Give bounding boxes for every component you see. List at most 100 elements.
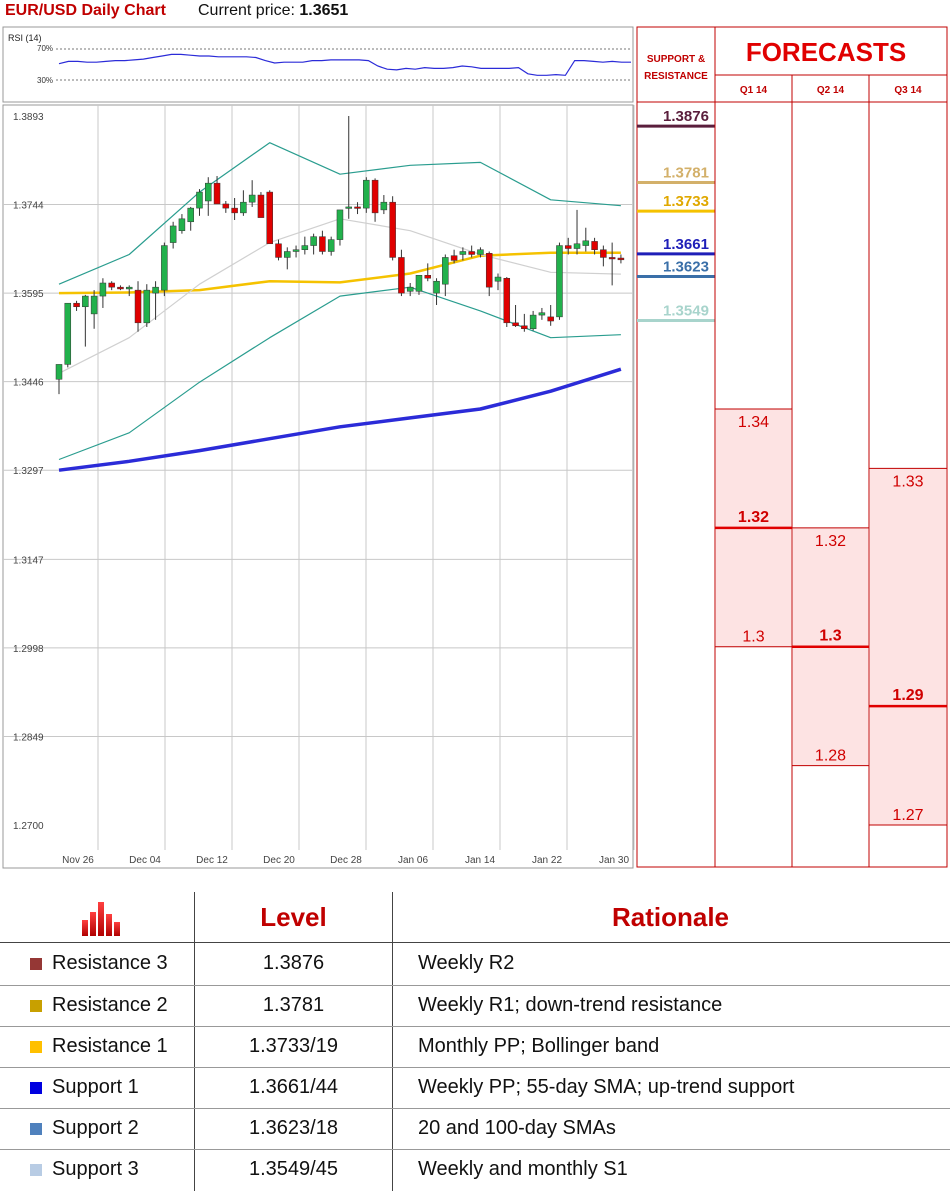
x-tick-label: Dec 20: [263, 855, 295, 866]
level-rationale: Monthly PP; Bollinger band: [418, 1035, 660, 1057]
fc-top-label: 1.32: [815, 533, 846, 550]
candle-up: [292, 249, 300, 252]
table-row: Support 3 1.3549/45 Weekly and monthly S1: [0, 1149, 950, 1191]
candle-down: [608, 257, 616, 260]
rsi-frame: [2, 26, 634, 103]
candle-up: [99, 282, 107, 297]
candle-up: [556, 245, 563, 318]
level-name: Support 3: [52, 1158, 139, 1180]
candlesticks: [55, 116, 625, 395]
line-sma200: [58, 367, 622, 472]
candle-up: [310, 236, 317, 246]
candle-up: [573, 243, 581, 249]
table-col-divider-2: [392, 892, 393, 1191]
rsi-30-label: 30%: [37, 76, 53, 85]
x-tick-label: Dec 12: [196, 855, 228, 866]
candle-up: [477, 249, 484, 255]
candle-up: [327, 239, 335, 252]
y-tick-label: 1.3595: [13, 289, 44, 300]
level-value: 1.3733/19: [249, 1035, 338, 1057]
level-value: 1.3876: [262, 952, 325, 974]
table-row: Resistance 3 1.3876 Weekly R2: [0, 944, 950, 985]
table-col-divider-1: [194, 892, 195, 1191]
candle-up: [345, 206, 352, 209]
fc-mid-label: 1.3: [819, 628, 841, 645]
y-tick-label: 1.3297: [13, 466, 44, 477]
candle-down: [117, 286, 124, 290]
level-swatch: [30, 1041, 42, 1053]
sr-level-label: 1.3549: [663, 302, 709, 319]
candle-up: [143, 289, 151, 324]
candle-down: [547, 316, 554, 322]
level-value: 1.3549/45: [249, 1158, 338, 1180]
sr-level-label: 1.3623: [663, 258, 709, 275]
candle-up: [459, 251, 467, 255]
table-header-divider: [0, 942, 950, 943]
candle-down: [389, 201, 396, 258]
candle-down: [108, 282, 115, 288]
price-frame: [2, 104, 634, 869]
sr-level-label: 1.3733: [663, 193, 709, 210]
price-label: Current price:: [198, 2, 295, 19]
fc-top-label: 1.34: [738, 414, 769, 431]
candle-down: [512, 322, 519, 327]
rsi-70-label: 70%: [37, 44, 53, 53]
level-value: 1.3781: [262, 994, 325, 1016]
price-panel: 1.3893 1.3744 1.3595 1.3446 1.3297 1.3147 1.29…: [2, 104, 635, 869]
candle-up: [152, 286, 159, 294]
level-rationale: Weekly PP; 55-day SMA; up-trend support: [418, 1076, 795, 1098]
candle-up: [187, 207, 194, 223]
candle-down: [424, 275, 432, 279]
level-rationale: Weekly R2: [418, 952, 515, 974]
levels-table: Level Rationale Resistance 3 1.3876 Weekly…: [0, 878, 950, 1193]
sr-heading-2: RESISTANCE: [644, 71, 708, 82]
candle-down: [231, 207, 238, 214]
candle-up: [363, 179, 370, 209]
candle-down: [222, 203, 230, 209]
forecasts-title: FORECASTS: [746, 37, 906, 67]
level-name: Resistance 2: [52, 994, 168, 1016]
candle-down: [257, 194, 265, 218]
level-rationale: Weekly and monthly S1: [418, 1158, 628, 1180]
candle-up: [433, 280, 440, 294]
level-swatch: [30, 1123, 42, 1135]
level-swatch: [30, 1000, 42, 1012]
fc-low-label: 1.3: [742, 629, 764, 646]
table-row: Resistance 2 1.3781 Weekly R1; down-trend …: [0, 985, 950, 1027]
candle-up: [196, 191, 203, 209]
candle-down: [371, 179, 379, 214]
candle-down: [503, 277, 511, 324]
candle-down: [213, 182, 221, 205]
fc-col-header: Q1 14: [740, 85, 768, 96]
candle-up: [205, 182, 212, 202]
table-row: Support 1 1.3661/44 Weekly PP; 55-day SMA;…: [0, 1067, 950, 1109]
level-name: Resistance 1: [52, 1035, 168, 1057]
candle-up: [248, 194, 256, 203]
sr-frame: [636, 26, 716, 868]
candle-down: [73, 302, 80, 308]
fc-low-label: 1.27: [892, 807, 923, 824]
forecast-columns: Q1 14 1.34 1.32 1.3 Q2 14 1.32 1.3 1.28 Q3 14 1.3…: [715, 85, 947, 826]
level-rationale: 20 and 100-day SMAs: [418, 1117, 616, 1139]
sr-level-label: 1.3661: [663, 236, 709, 253]
fc-mid-label: 1.32: [738, 509, 769, 526]
candle-up: [582, 240, 590, 246]
candle-up: [55, 364, 63, 380]
table-row: Resistance 1 1.3733/19 Monthly PP; Bolling…: [0, 1026, 950, 1068]
candle-down: [485, 253, 493, 288]
x-tick-labels: Nov 26 Dec 04 Dec 12 Dec 20 Dec 28 Jan 06 Jan …: [62, 855, 629, 866]
sr-level-label: 1.3876: [663, 108, 709, 125]
candle-up: [415, 275, 423, 292]
level-name: Support 2: [52, 1117, 139, 1139]
candle-up: [301, 245, 309, 250]
fc-col-header: Q2 14: [817, 85, 845, 96]
x-tick-label: Dec 04: [129, 855, 161, 866]
y-tick-label: 1.2998: [13, 644, 44, 655]
fc-col-header: Q3 14: [894, 85, 922, 96]
candle-down: [275, 243, 282, 258]
y-tick-label: 1.3147: [13, 555, 44, 566]
candle-down: [398, 257, 405, 294]
y-tick-label: 1.3744: [13, 201, 44, 212]
candle-up: [284, 251, 291, 258]
candle-up: [169, 225, 177, 243]
